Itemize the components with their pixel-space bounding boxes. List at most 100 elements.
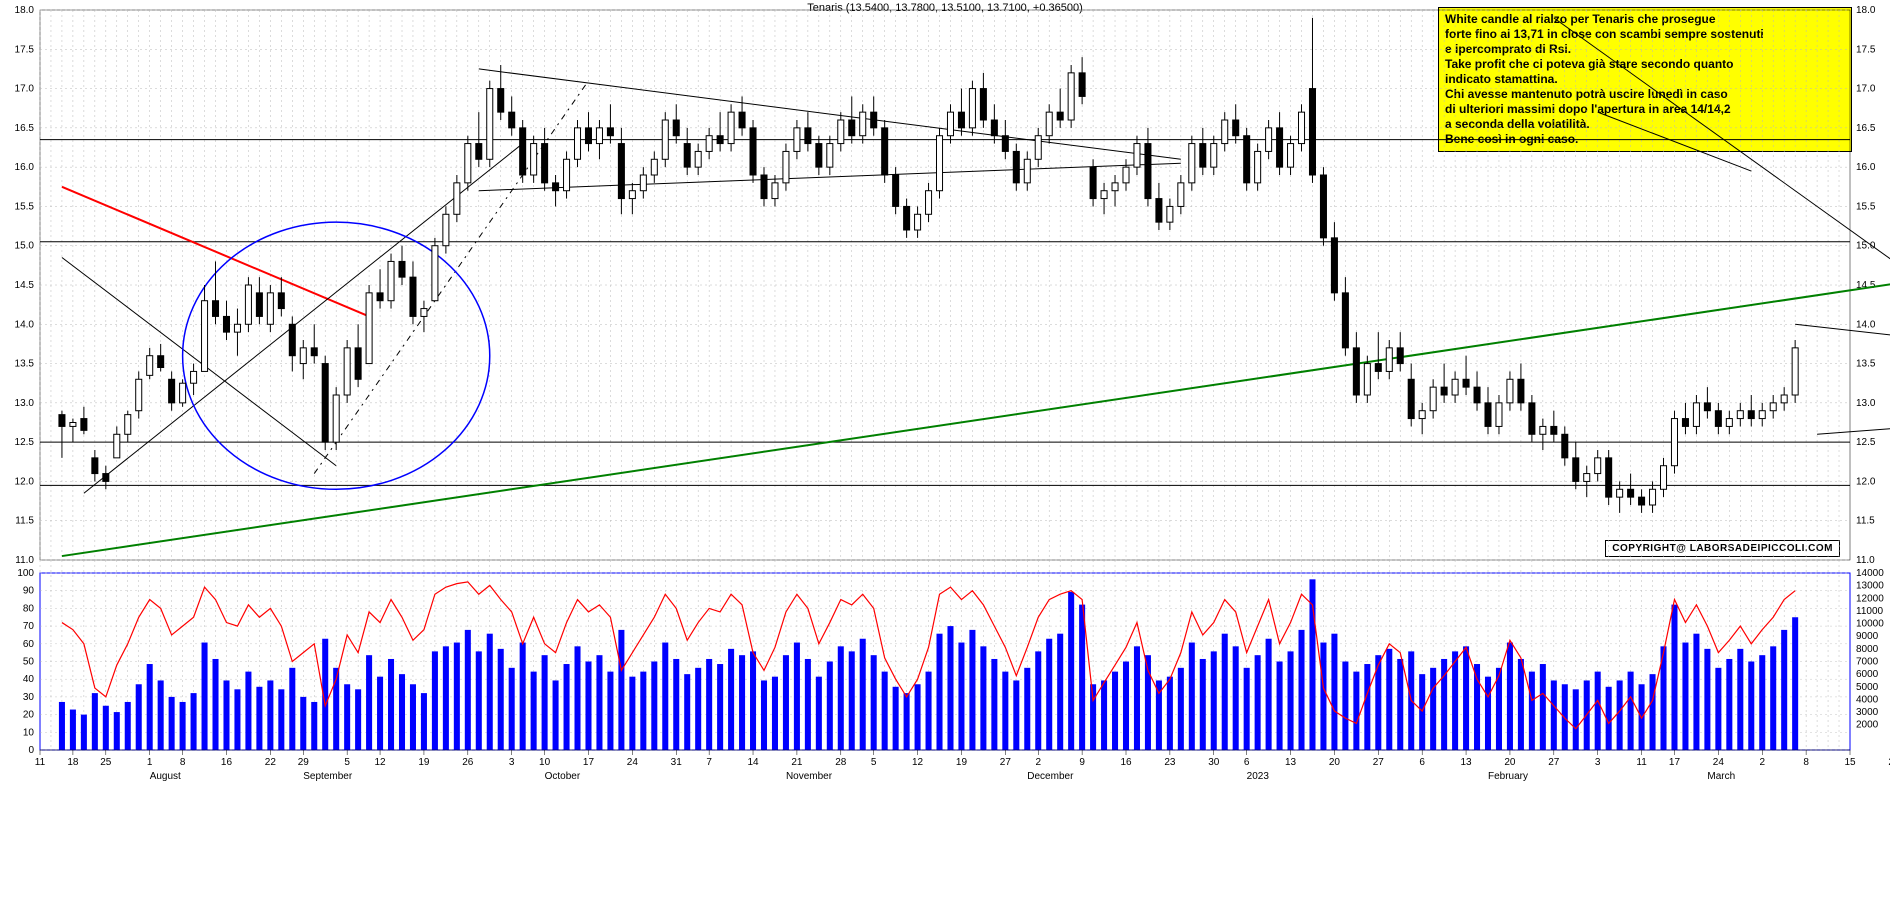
svg-text:16: 16 [221,757,233,768]
svg-text:23: 23 [1164,757,1176,768]
svg-text:30: 30 [23,692,35,703]
svg-text:16: 16 [1120,757,1132,768]
svg-text:13.5: 13.5 [15,359,35,370]
svg-text:10000: 10000 [1856,619,1884,630]
svg-text:6: 6 [1244,757,1250,768]
svg-text:November: November [786,771,833,782]
svg-text:18.0: 18.0 [1856,5,1876,16]
svg-text:October: October [545,771,581,782]
svg-text:12000: 12000 [1856,593,1884,604]
svg-text:70: 70 [23,621,35,632]
svg-text:5: 5 [871,757,877,768]
svg-text:15.0: 15.0 [15,241,35,252]
svg-text:14.0: 14.0 [1856,319,1876,330]
svg-text:21: 21 [791,757,803,768]
svg-text:17.0: 17.0 [15,84,35,95]
svg-text:11000: 11000 [1856,606,1884,617]
svg-text:30: 30 [1208,757,1220,768]
svg-text:4000: 4000 [1856,694,1879,705]
svg-text:8000: 8000 [1856,644,1879,655]
svg-text:13.0: 13.0 [1856,398,1876,409]
svg-text:3: 3 [1595,757,1601,768]
svg-text:27: 27 [1000,757,1012,768]
svg-text:26: 26 [462,757,474,768]
svg-text:5000: 5000 [1856,682,1879,693]
svg-text:12.5: 12.5 [15,437,35,448]
svg-text:10: 10 [539,757,551,768]
svg-text:7: 7 [706,757,712,768]
svg-text:24: 24 [627,757,639,768]
svg-text:18.0: 18.0 [15,5,35,16]
svg-text:17.5: 17.5 [15,44,35,55]
svg-text:29: 29 [298,757,310,768]
svg-text:31: 31 [671,757,683,768]
svg-text:11.0: 11.0 [15,555,34,566]
svg-text:25: 25 [100,757,112,768]
svg-text:9000: 9000 [1856,631,1879,642]
svg-text:15.5: 15.5 [1856,201,1876,212]
svg-text:11.5: 11.5 [15,516,34,527]
svg-text:12: 12 [912,757,924,768]
svg-text:September: September [303,771,353,782]
chart-canvas: 11.011.011.511.512.012.012.512.513.013.0… [0,0,1890,903]
svg-text:16.5: 16.5 [1856,123,1876,134]
svg-text:90: 90 [23,586,35,597]
svg-text:0: 0 [28,745,34,756]
svg-text:13: 13 [1285,757,1297,768]
svg-text:12: 12 [374,757,386,768]
svg-text:22: 22 [265,757,277,768]
svg-text:6: 6 [1419,757,1425,768]
svg-text:28: 28 [835,757,847,768]
svg-text:March: March [1707,771,1735,782]
svg-text:5: 5 [344,757,350,768]
svg-text:9: 9 [1079,757,1085,768]
svg-text:60: 60 [23,639,35,650]
svg-text:19: 19 [418,757,430,768]
svg-text:14.0: 14.0 [15,319,35,330]
svg-text:12.0: 12.0 [1856,476,1876,487]
svg-text:100: 100 [17,568,34,579]
svg-text:16.5: 16.5 [15,123,35,134]
svg-text:15.5: 15.5 [15,201,35,212]
svg-text:14: 14 [747,757,759,768]
svg-text:August: August [150,771,181,782]
svg-text:1: 1 [147,757,153,768]
svg-text:11: 11 [35,757,46,768]
svg-text:27: 27 [1373,757,1385,768]
svg-text:11: 11 [1636,757,1647,768]
svg-text:20: 20 [23,710,35,721]
svg-text:13000: 13000 [1856,581,1884,592]
svg-text:13.5: 13.5 [1856,359,1876,370]
svg-text:3: 3 [509,757,515,768]
svg-text:3000: 3000 [1856,707,1879,718]
svg-text:10: 10 [23,727,35,738]
svg-text:2: 2 [1759,757,1765,768]
svg-text:20: 20 [1504,757,1516,768]
svg-text:12.5: 12.5 [1856,437,1876,448]
svg-text:2023: 2023 [1247,771,1270,782]
svg-text:2: 2 [1035,757,1041,768]
svg-text:11.5: 11.5 [1856,516,1875,527]
svg-text:17: 17 [583,757,595,768]
svg-text:February: February [1488,771,1528,782]
svg-text:20: 20 [1329,757,1341,768]
svg-text:40: 40 [23,674,35,685]
svg-text:50: 50 [23,657,35,668]
svg-text:27: 27 [1548,757,1560,768]
svg-text:15: 15 [1844,757,1856,768]
svg-text:14000: 14000 [1856,568,1884,579]
svg-text:19: 19 [956,757,968,768]
svg-text:December: December [1027,771,1074,782]
svg-text:6000: 6000 [1856,669,1879,680]
svg-text:17: 17 [1669,757,1681,768]
svg-text:7000: 7000 [1856,657,1879,668]
svg-text:13: 13 [1460,757,1472,768]
svg-text:14.5: 14.5 [15,280,35,291]
svg-text:12.0: 12.0 [15,476,35,487]
svg-text:2000: 2000 [1856,720,1879,731]
svg-text:17.5: 17.5 [1856,44,1876,55]
svg-text:17.0: 17.0 [1856,84,1876,95]
svg-text:80: 80 [23,603,35,614]
svg-text:8: 8 [1803,757,1809,768]
svg-text:11.0: 11.0 [1856,555,1875,566]
